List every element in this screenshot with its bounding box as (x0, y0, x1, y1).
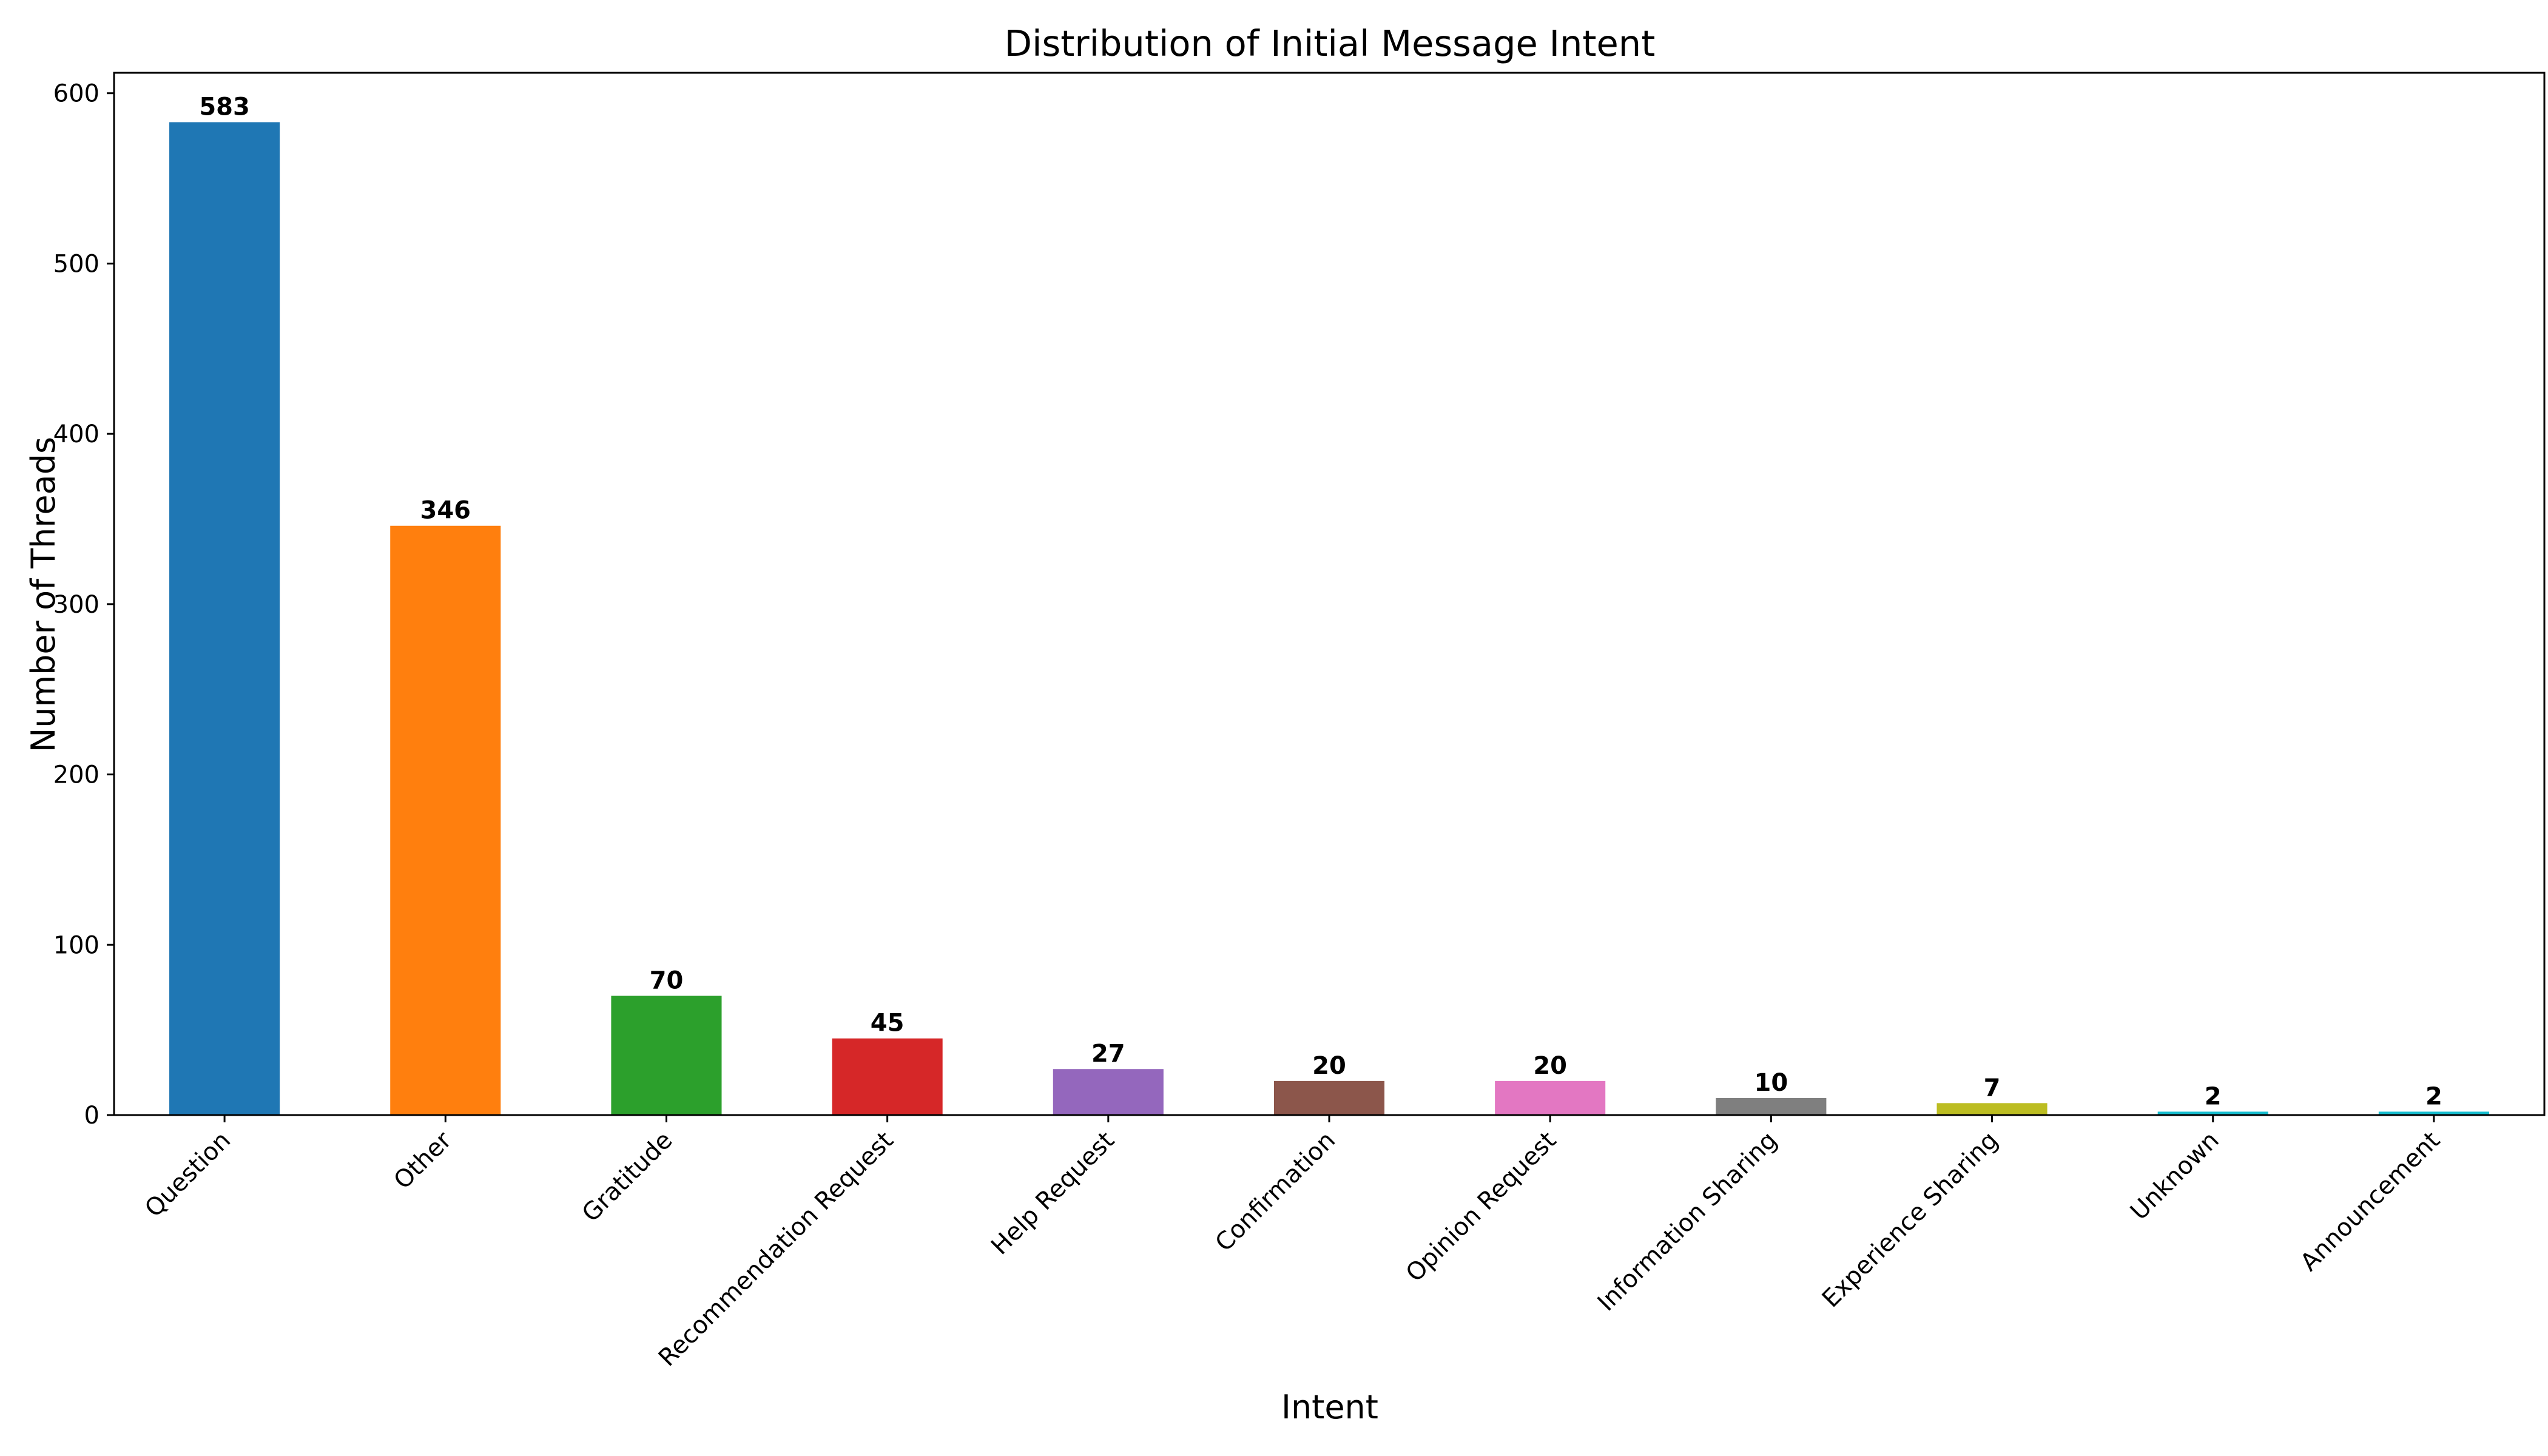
bar-recommendation-request (832, 1038, 943, 1115)
x-tick-label: Recommendation Request (653, 1127, 899, 1372)
x-tick-label: Help Request (986, 1127, 1120, 1261)
value-labels-layer: 583 346 70 45 27 20 20 10 7 2 2 (199, 93, 2442, 1110)
x-tick-label: Experience Sharing (1817, 1127, 2004, 1313)
y-tick-label: 400 (53, 420, 99, 448)
plot-frame (113, 72, 2546, 1116)
bar-other (390, 525, 501, 1115)
x-tick-label: Other (389, 1126, 457, 1195)
x-axis-label: Intent (1281, 1388, 1378, 1426)
x-tick-label: Information Sharing (1592, 1127, 1783, 1317)
bar-information-sharing (1716, 1097, 1827, 1115)
chart-title: Distribution of Initial Message Intent (1005, 22, 1656, 64)
y-axis-label: Number of Threads (24, 437, 62, 752)
value-label: 20 (1533, 1052, 1567, 1080)
y-axis-ticks: 0 100 200 300 400 500 600 (53, 80, 114, 1130)
bar-unknown (2157, 1111, 2268, 1115)
x-tick-label: Announcement (2295, 1127, 2445, 1277)
value-label: 45 (871, 1009, 905, 1037)
value-label: 7 (1984, 1074, 2001, 1102)
value-label: 346 (420, 497, 471, 525)
value-label: 70 (650, 966, 684, 994)
value-label: 2 (2205, 1082, 2222, 1110)
bars-layer (169, 122, 2489, 1116)
bar-help-request (1053, 1069, 1164, 1115)
x-tick-label: Confirmation (1210, 1127, 1341, 1258)
value-label: 2 (2425, 1082, 2442, 1110)
bar-opinion-request (1495, 1080, 1606, 1115)
x-tick-label: Gratitude (577, 1127, 678, 1228)
y-tick-label: 0 (84, 1102, 99, 1130)
value-label: 583 (199, 93, 250, 121)
y-tick-label: 100 (53, 931, 99, 959)
y-tick-label: 200 (53, 761, 99, 789)
bar-experience-sharing (1936, 1103, 2048, 1115)
x-tick-label: Question (140, 1127, 236, 1223)
bar-announcement (2378, 1111, 2489, 1115)
bar-confirmation (1273, 1080, 1385, 1115)
x-tick-label: Unknown (2125, 1127, 2225, 1226)
bar-gratitude (611, 996, 722, 1115)
x-tick-label: Opinion Request (1401, 1127, 1562, 1288)
value-label: 20 (1312, 1052, 1346, 1080)
y-tick-label: 300 (53, 591, 99, 619)
value-label: 27 (1091, 1040, 1125, 1068)
value-label: 10 (1754, 1069, 1788, 1097)
bar-question (169, 122, 280, 1116)
y-tick-label: 500 (53, 250, 99, 278)
y-tick-label: 600 (53, 80, 99, 108)
